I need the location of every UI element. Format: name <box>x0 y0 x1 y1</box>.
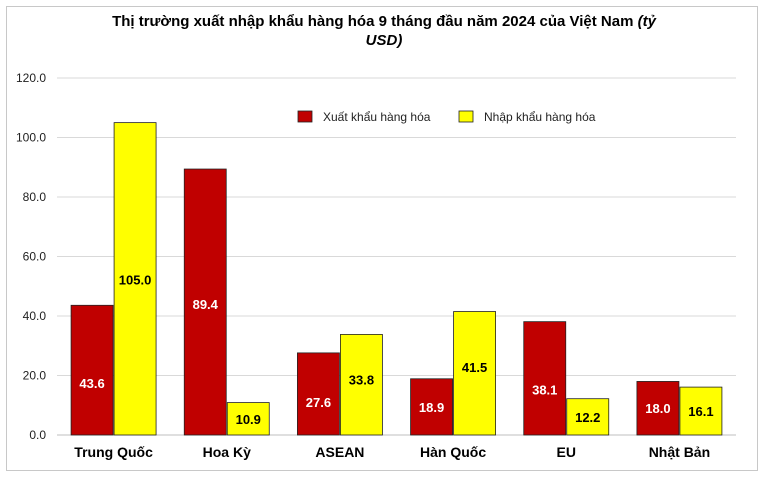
data-label: 41.5 <box>462 360 487 375</box>
data-label: 18.0 <box>645 401 670 416</box>
data-labels: 43.6 105.0 89.4 10.9 27.6 33.8 18.9 41.5 38.1 12.… <box>79 273 713 427</box>
data-label: 16.1 <box>688 404 713 419</box>
category-label: Hoa Kỳ <box>203 444 251 460</box>
category-labels: Trung Quốc Hoa Kỳ ASEAN Hàn Quốc EU Nhật Bản <box>74 444 710 460</box>
bar <box>70 304 114 436</box>
legend: Xuất khẩu hàng hóa Nhập khẩu hàng hóa <box>297 110 596 124</box>
bar <box>410 378 453 436</box>
bar <box>636 381 680 436</box>
chart-title-unit: (tỷ <box>637 13 656 30</box>
y-axis-ticks: 0.0 20.0 40.0 60.0 80.0 100.0 120.0 <box>16 71 46 442</box>
category-label: ASEAN <box>315 444 364 460</box>
bar <box>183 168 227 436</box>
chart-title-text: Thị trường xuất nhập khẩu hàng hóa 9 thá… <box>112 13 634 30</box>
data-label: 12.2 <box>575 410 600 425</box>
chart-title: Thị trường xuất nhập khẩu hàng hóa 9 thá… <box>0 12 768 50</box>
bar <box>297 352 340 436</box>
y-tick-label: 120.0 <box>16 71 46 85</box>
gridlines <box>57 77 736 436</box>
y-tick-label: 100.0 <box>16 131 46 145</box>
legend-label: Nhập khẩu hàng hóa <box>484 110 596 124</box>
data-label: 33.8 <box>349 373 374 388</box>
data-label: 105.0 <box>119 273 152 288</box>
legend-label: Xuất khẩu hàng hóa <box>323 110 431 124</box>
y-tick-label: 60.0 <box>23 250 47 264</box>
bar <box>113 122 157 436</box>
data-label: 10.9 <box>236 412 261 427</box>
bar <box>679 386 723 436</box>
bar <box>453 311 496 436</box>
bars <box>70 122 723 436</box>
bar <box>340 334 383 436</box>
y-tick-label: 20.0 <box>23 369 47 383</box>
chart-title-unit-line2: USD) <box>365 32 403 49</box>
data-label: 89.4 <box>193 297 219 312</box>
category-label: Trung Quốc <box>74 444 153 460</box>
data-label: 43.6 <box>79 376 104 391</box>
legend-swatch <box>297 110 313 123</box>
legend-swatch <box>458 110 474 123</box>
category-label: Nhật Bản <box>649 444 710 460</box>
data-label: 38.1 <box>532 383 557 398</box>
bar <box>523 321 567 436</box>
data-label: 18.9 <box>419 400 444 415</box>
y-tick-label: 80.0 <box>23 190 47 204</box>
bar <box>566 398 610 436</box>
category-label: Hàn Quốc <box>420 444 486 460</box>
data-label: 27.6 <box>306 395 331 410</box>
y-tick-label: 0.0 <box>29 428 46 442</box>
category-label: EU <box>557 444 576 460</box>
y-tick-label: 40.0 <box>23 309 47 323</box>
bar <box>226 402 270 436</box>
